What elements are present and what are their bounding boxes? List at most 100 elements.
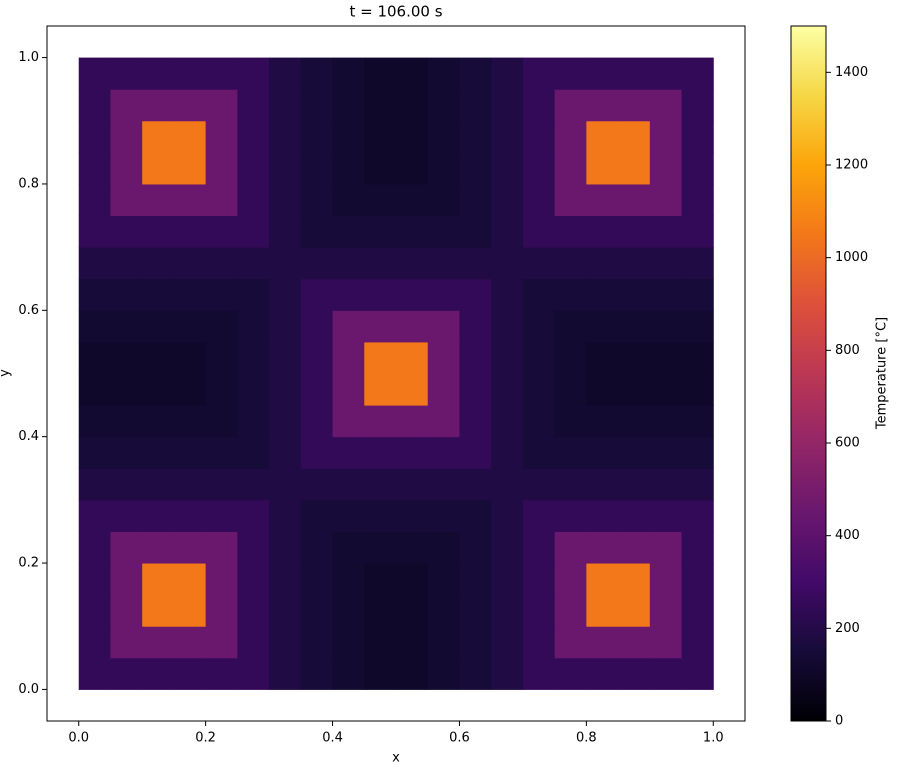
heatmap-cell [269,278,302,311]
heatmap-cell [681,657,714,690]
axes-frame [46,25,746,722]
heatmap-cell [618,468,651,501]
heatmap-cell [78,341,111,374]
heatmap-cell [522,563,556,596]
heatmap-cell [396,657,429,690]
heatmap-cell [427,120,460,153]
heatmap-cell [364,247,397,280]
heatmap-cell [78,215,111,248]
heatmap-cell [554,278,587,311]
heatmap-cell [681,531,714,564]
heatmap-cell [491,152,524,185]
heatmap-cell [237,468,270,501]
heatmap-cell [522,215,556,248]
heatmap-cell [110,436,143,469]
heatmap-cell [396,57,429,90]
heatmap-cell [522,247,556,280]
heatmap-cell [142,563,175,596]
heatmap-cell [332,247,365,280]
heatmap-cell [142,278,175,311]
heatmap-cell [586,247,619,280]
heatmap-cells [78,57,714,690]
heatmap-cell [332,373,365,406]
heatmap-cell [586,626,619,659]
heatmap-cell [78,152,111,185]
heatmap-cell [491,373,524,406]
heatmap-cell [142,436,175,469]
y-tick-label: 0.2 [18,556,39,571]
heatmap-cell [237,499,270,532]
heatmap-cell [649,215,683,248]
heatmap-cell [586,278,619,311]
heatmap-cell [491,563,524,596]
heatmap-cell [554,215,587,248]
heatmap-cell [78,436,111,469]
heatmap-cell [205,563,238,596]
heatmap-cell [427,499,460,532]
x-tick-label: 0.0 [68,731,89,746]
heatmap-cell [618,247,651,280]
heatmap-cell [396,531,429,564]
heatmap-cell [491,436,524,469]
heatmap-cell [618,183,651,217]
heatmap-cell [586,215,619,248]
heatmap-cell [110,310,143,343]
heatmap-cell [205,341,238,374]
heatmap-cell [364,468,397,501]
heatmap-cell [269,373,302,406]
heatmap-cell [300,215,334,248]
heatmap-cell [522,57,556,90]
heatmap-cell [142,657,175,690]
heatmap-cell [332,468,365,501]
heatmap-cell [427,436,460,469]
heatmap-cell [586,499,619,532]
heatmap-cell [554,310,587,343]
heatmap-cell [205,57,238,90]
heatmap-cell [522,310,556,343]
heatmap-cell [205,247,238,280]
heatmap-cell [205,278,238,311]
heatmap-cell [681,373,714,406]
heatmap-cell [459,89,492,122]
heatmap-cell [681,215,714,248]
heatmap-cell [269,57,302,90]
heatmap-cell [554,436,587,469]
heatmap-cell [396,120,429,153]
heatmap-cell [110,120,143,153]
heatmap-cell [173,120,207,153]
heatmap-cell [237,215,270,248]
x-tick-label: 0.4 [322,731,343,746]
heatmap-cell [586,405,619,438]
heatmap-cell [396,563,429,596]
heatmap-cell [173,405,207,438]
heatmap-cell [491,626,524,659]
heatmap-cell [142,341,175,374]
heatmap-cell [681,120,714,153]
heatmap-cell [332,57,365,90]
heatmap-cell [459,405,492,438]
heatmap-cell [522,120,556,153]
heatmap-cell [332,657,365,690]
heatmap-cell [332,594,365,627]
x-tick-label: 0.2 [195,731,216,746]
heatmap-cell [522,468,556,501]
colorbar-label: Temperature [°C] [875,317,890,430]
heatmap-cell [681,405,714,438]
heatmap-cell [586,563,619,596]
heatmap-cell [459,626,492,659]
y-tick-label: 0.6 [18,303,39,318]
heatmap-cell [332,310,365,343]
heatmap-cell [269,405,302,438]
heatmap-cell [142,120,175,153]
heatmap-cell [618,310,651,343]
heatmap-cell [237,247,270,280]
heatmap-cell [110,278,143,311]
heatmap-cell [142,152,175,185]
heatmap-cell [427,405,460,438]
colorbar-tick-label: 1200 [835,158,868,173]
heatmap-cell [173,215,207,248]
heatmap-cell [396,247,429,280]
heatmap-cell [491,89,524,122]
heatmap-cell [491,120,524,153]
heatmap-cell [459,247,492,280]
